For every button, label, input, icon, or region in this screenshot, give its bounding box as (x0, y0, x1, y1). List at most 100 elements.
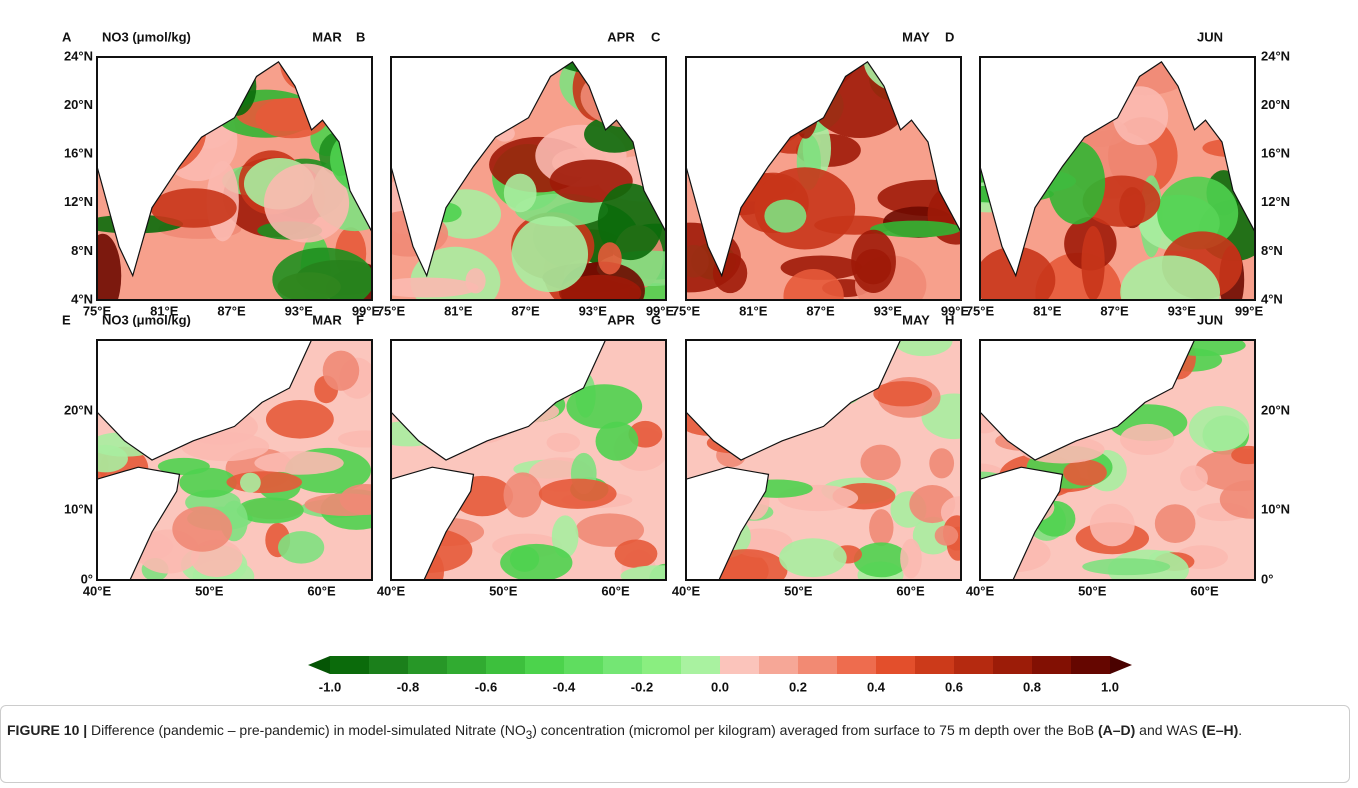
map-blob (559, 274, 642, 300)
map-panel (390, 56, 667, 301)
map-blob (500, 543, 573, 580)
map-blob (855, 248, 892, 285)
x-tick-label: 40°E (377, 583, 406, 598)
map-panel (96, 56, 373, 301)
y-tick-label: 12°N (1261, 194, 1290, 209)
x-tick-label: 99°E (352, 303, 381, 318)
x-tick-label: 60°E (896, 583, 925, 598)
caption-text: . (1238, 722, 1243, 738)
y-tick-label: 20°N (64, 97, 93, 112)
panel-letter: E (62, 312, 71, 327)
map-blob (546, 432, 581, 453)
map-blob (97, 233, 122, 300)
panel-letter: A (62, 29, 72, 44)
map-field (97, 340, 372, 580)
x-tick-label: 60°E (307, 583, 336, 598)
land (686, 340, 902, 461)
map-panel (685, 56, 962, 301)
x-tick-label: 40°E (83, 583, 112, 598)
map-blob (873, 381, 933, 407)
map-frame (685, 339, 962, 581)
colorbar-tick-label: -0.4 (553, 679, 576, 694)
colorbar-segment (408, 656, 448, 674)
map-blob (779, 538, 847, 578)
map-blob (934, 525, 959, 546)
figure-graphic: A NO3 (μmol/kg) MAR 75°E 81°E 87°E 93°E 99°E 24°… (62, 29, 1290, 694)
y-tick-label: 24°N (64, 48, 93, 63)
panel-letter: D (945, 29, 954, 44)
map-frame (390, 56, 667, 301)
caption-bold: (A–D) (1097, 722, 1136, 738)
map-blob (278, 531, 325, 564)
x-tick-label: 50°E (1078, 583, 1107, 598)
map-panel (390, 339, 667, 581)
panel-month: APR (607, 312, 635, 327)
map-blob (181, 432, 270, 462)
map-frame (979, 56, 1256, 301)
colorbar-tick-label: -1.0 (319, 679, 341, 694)
x-tick-label: 40°E (966, 583, 995, 598)
map-blob (1120, 255, 1221, 300)
x-tick-label: 93°E (874, 303, 903, 318)
map-blob (575, 513, 645, 547)
x-tick-label: 75°E (83, 303, 112, 318)
colorbar-segment (681, 656, 721, 674)
x-tick-label: 99°E (646, 303, 675, 318)
colorbar-end (1110, 656, 1132, 674)
x-tick-label: 99°E (941, 303, 970, 318)
x-tick-label: 81°E (444, 303, 473, 318)
colorbar-segment (564, 656, 604, 674)
map-blob (1154, 504, 1196, 544)
colorbar-segment (642, 656, 682, 674)
map-blob (226, 471, 303, 494)
x-tick-label: 50°E (489, 583, 518, 598)
y-tick-label: 8°N (1261, 243, 1283, 258)
x-tick-label: 87°E (806, 303, 835, 318)
panel-month: MAR (312, 29, 342, 44)
map-blob (597, 242, 622, 275)
colorbar-segment (330, 656, 370, 674)
panel-letter: C (651, 29, 661, 44)
land (686, 466, 770, 580)
map-blob (254, 451, 344, 475)
x-tick-label: 93°E (579, 303, 608, 318)
map-blob (595, 421, 639, 461)
map-blob (1219, 480, 1255, 519)
land (97, 340, 313, 461)
y-tick-label: 4°N (71, 291, 93, 306)
land (97, 466, 181, 580)
map-blob (860, 444, 901, 481)
land (686, 57, 961, 278)
map-blob (511, 216, 589, 293)
x-tick-label: 87°E (1100, 303, 1129, 318)
colorbar-segment (993, 656, 1033, 674)
colorbar-segment (603, 656, 643, 674)
x-tick-label: 81°E (739, 303, 768, 318)
map-field (391, 340, 666, 580)
caption-sub: 3 (525, 728, 533, 742)
colorbar-tick-label: 0.6 (945, 679, 963, 694)
map-blob (1089, 503, 1135, 547)
panel-letter: G (651, 312, 661, 327)
x-tick-label: 75°E (966, 303, 995, 318)
colorbar-segment (1032, 656, 1072, 674)
caption-text: Difference (pandemic – pre-pandemic) in … (87, 722, 526, 738)
colorbar-segment (720, 656, 760, 674)
map-blob (179, 467, 237, 498)
colorbar-tick-label: 1.0 (1101, 679, 1119, 694)
panel-letter: H (945, 312, 954, 327)
land (391, 340, 607, 461)
map-blob (929, 448, 955, 479)
colorbar-end (308, 656, 330, 674)
colorbar-tick-label: -0.6 (475, 679, 497, 694)
panel-month: MAY (902, 29, 930, 44)
map-blob (620, 565, 666, 580)
y-tick-label: 10°N (1261, 501, 1290, 516)
map-field (97, 57, 372, 300)
x-tick-label: 40°E (672, 583, 701, 598)
y-tick-label: 20°N (64, 402, 93, 417)
x-tick-label: 50°E (784, 583, 813, 598)
colorbar-segment (486, 656, 526, 674)
map-field (391, 57, 666, 300)
